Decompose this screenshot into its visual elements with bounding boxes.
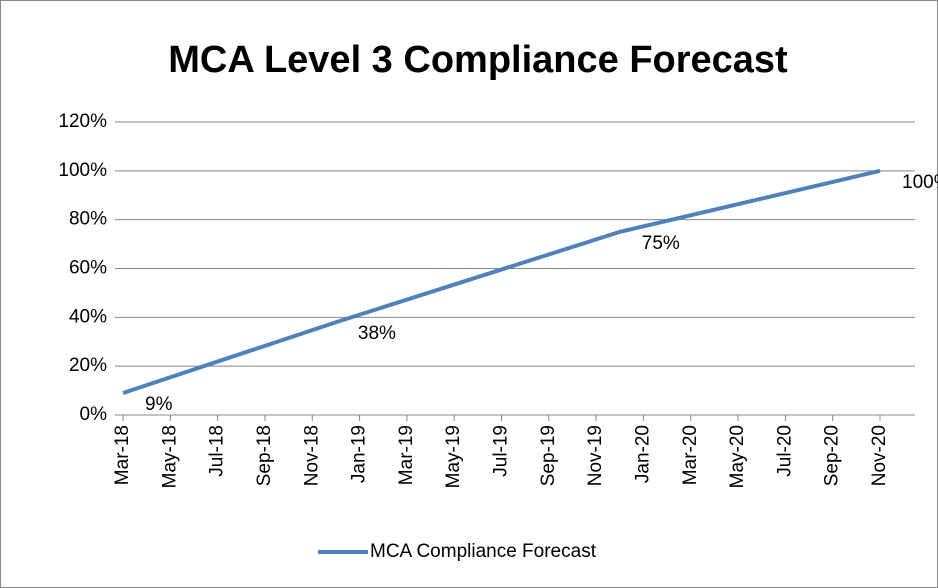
data-label: 100% bbox=[902, 172, 938, 193]
x-tick-label: Nov-18 bbox=[301, 425, 322, 486]
x-tick-label: May-18 bbox=[159, 425, 180, 488]
x-tick-label: Sep-20 bbox=[822, 425, 843, 486]
legend-label: MCA Compliance Forecast bbox=[370, 541, 597, 562]
x-tick-label: May-19 bbox=[443, 425, 464, 488]
x-tick-label: May-20 bbox=[727, 425, 748, 488]
x-tick-label: Sep-19 bbox=[538, 425, 559, 486]
y-tick-label: 20% bbox=[69, 355, 107, 376]
x-tick-label: Jan-20 bbox=[632, 425, 653, 483]
data-line bbox=[122, 168, 881, 395]
data-label: 9% bbox=[145, 394, 173, 415]
data-label: 38% bbox=[358, 323, 396, 344]
x-tick-label: Jul-20 bbox=[774, 425, 795, 477]
x-tick-label: Mar-20 bbox=[680, 425, 701, 485]
x-tick-label: Nov-20 bbox=[869, 425, 890, 486]
y-tick-label: 40% bbox=[69, 306, 107, 327]
y-tick-label: 60% bbox=[69, 258, 107, 279]
chart-title: MCA Level 3 Compliance Forecast bbox=[168, 39, 788, 81]
x-tick-label: Jul-19 bbox=[491, 425, 512, 477]
y-tick-label: 100% bbox=[58, 160, 107, 181]
y-tick-label: 80% bbox=[69, 209, 107, 230]
x-tick-label: Sep-18 bbox=[254, 425, 275, 486]
x-tick-label: Nov-19 bbox=[585, 425, 606, 486]
y-tick-label: 120% bbox=[58, 111, 107, 132]
y-tick-label: 0% bbox=[80, 404, 108, 425]
x-tick-label: Mar-18 bbox=[112, 425, 133, 485]
x-tick-label: Mar-19 bbox=[396, 425, 417, 485]
x-tick-label: Jan-19 bbox=[349, 425, 370, 483]
data-label: 75% bbox=[642, 233, 680, 254]
x-tick-label: Jul-18 bbox=[207, 425, 228, 477]
